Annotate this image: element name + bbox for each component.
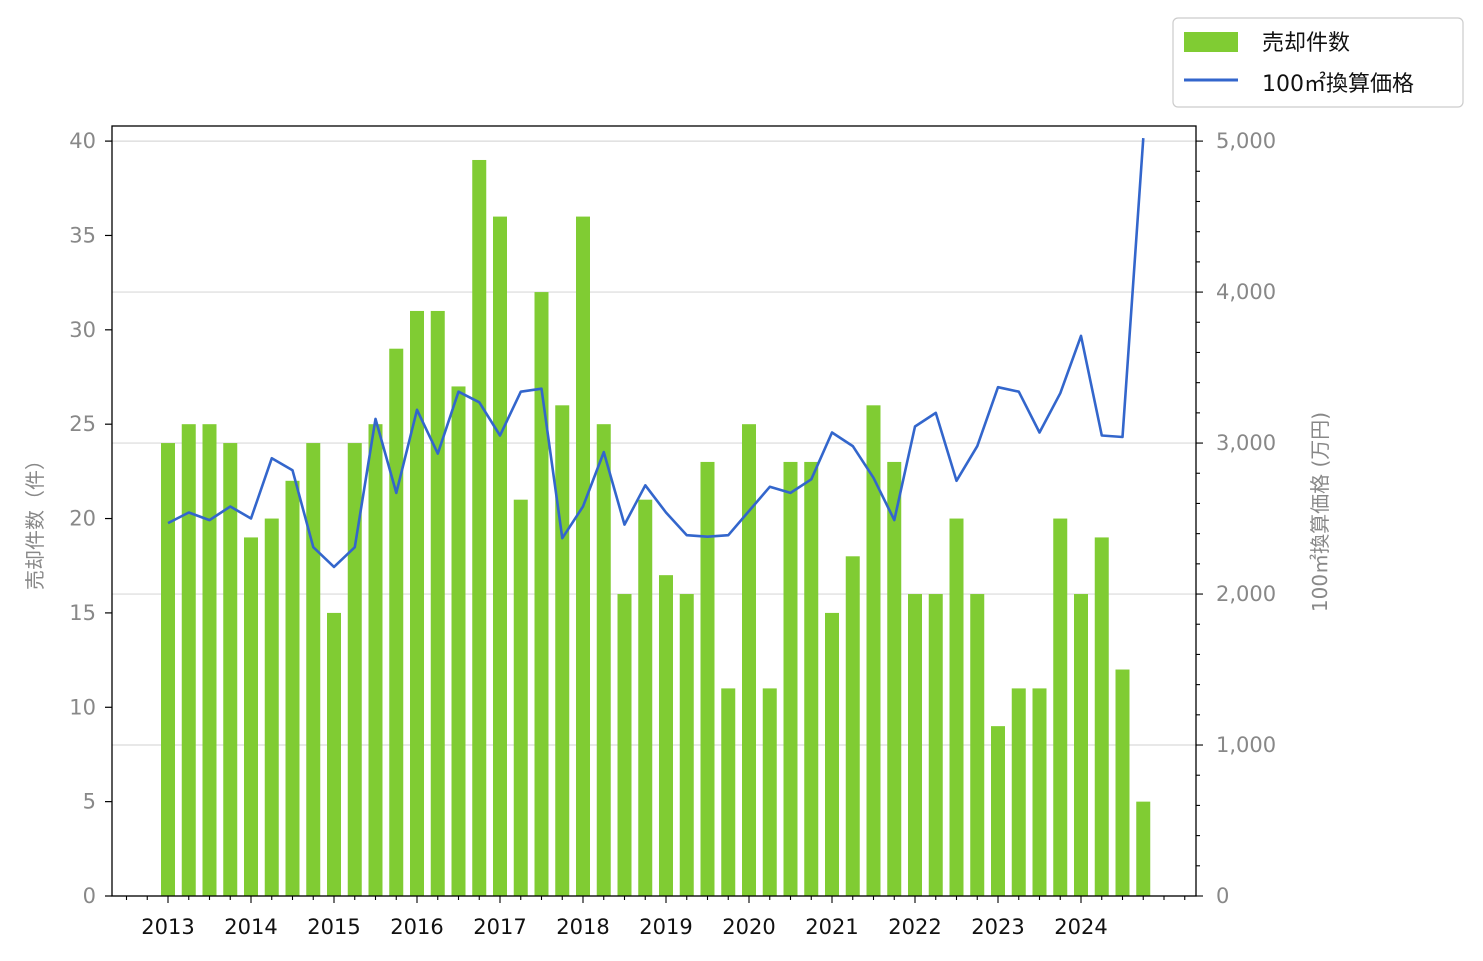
x-tick-label: 2019 <box>639 915 692 939</box>
bar <box>659 575 673 896</box>
bar <box>306 443 321 896</box>
bar <box>825 612 839 896</box>
bar <box>1011 688 1026 896</box>
bar <box>887 461 902 896</box>
bar <box>576 216 590 896</box>
bar <box>555 405 570 896</box>
bar <box>866 405 881 896</box>
legend-label-bar: 売却件数 <box>1262 31 1350 56</box>
bar <box>534 292 549 896</box>
bar <box>181 424 196 896</box>
x-tick-label: 2016 <box>390 915 443 939</box>
plot-frame <box>111 125 1197 897</box>
x-tick-label: 2013 <box>141 915 194 939</box>
x-tick-label: 2021 <box>805 915 858 939</box>
bar <box>845 556 860 896</box>
legend: 売却件数 100㎡換算価格 <box>1172 17 1464 108</box>
bar <box>970 594 985 896</box>
left-tick-label: 10 <box>69 695 96 719</box>
bar <box>721 688 736 896</box>
left-tick-label: 5 <box>83 790 96 814</box>
x-tick-label: 2023 <box>971 915 1024 939</box>
bar <box>991 726 1005 896</box>
bar <box>347 443 362 896</box>
bar <box>285 480 300 896</box>
bar <box>1115 669 1130 896</box>
bar <box>493 216 507 896</box>
right-tick-label: 1,000 <box>1216 733 1276 757</box>
right-tick-label: 3,000 <box>1216 431 1276 455</box>
legend-bar-swatch <box>1184 32 1238 52</box>
x-tick-label: 2015 <box>307 915 360 939</box>
bar <box>410 310 424 896</box>
left-tick-label: 30 <box>69 318 96 342</box>
bar <box>1074 594 1088 896</box>
bar <box>223 443 238 896</box>
left-tick-label: 20 <box>69 507 96 531</box>
left-tick-label: 25 <box>69 412 96 436</box>
legend-label-line: 100㎡換算価格 <box>1262 71 1414 97</box>
left-axis-title: 売却件数（件） <box>23 450 47 590</box>
x-tick-label: 2024 <box>1054 915 1107 939</box>
bar <box>1053 518 1068 896</box>
x-tick-label: 2018 <box>556 915 609 939</box>
bar <box>389 348 404 897</box>
left-tick-label: 0 <box>83 884 96 908</box>
x-tick-label: 2017 <box>473 915 526 939</box>
bar <box>368 424 383 896</box>
bar <box>783 461 798 896</box>
bar <box>1136 801 1151 896</box>
bar <box>762 688 777 896</box>
left-y-axis: 0 5 10 15 20 25 30 35 40 <box>69 129 112 908</box>
right-tick-label: 2,000 <box>1216 582 1276 606</box>
x-tick-label: 2020 <box>722 915 775 939</box>
bar <box>327 612 341 896</box>
bar <box>472 159 487 896</box>
bar <box>1094 537 1109 896</box>
bar <box>638 499 653 896</box>
price-line <box>167 138 1145 569</box>
bar <box>949 518 964 896</box>
bar <box>679 594 694 896</box>
bar-series-sales-count <box>161 159 1151 897</box>
bar <box>264 518 279 896</box>
right-tick-label: 0 <box>1216 884 1229 908</box>
bar <box>596 424 611 896</box>
bar <box>430 310 445 896</box>
bar <box>928 594 943 896</box>
bar <box>1032 688 1047 896</box>
left-tick-label: 15 <box>69 601 96 625</box>
bar <box>804 461 819 896</box>
right-tick-label: 4,000 <box>1216 280 1276 304</box>
bar <box>617 594 632 896</box>
line-series-price <box>167 138 1145 569</box>
legend-box <box>1172 17 1464 108</box>
bar <box>513 499 528 896</box>
left-tick-label: 35 <box>69 223 96 247</box>
left-tick-label: 40 <box>69 129 96 153</box>
right-axis-title: 100㎡換算価格 (万円) <box>1308 412 1332 612</box>
bar <box>742 424 756 896</box>
x-tick-label: 2022 <box>888 915 941 939</box>
right-tick-label: 5,000 <box>1216 129 1276 153</box>
bar <box>908 594 922 896</box>
bar <box>244 537 258 896</box>
bar <box>451 386 466 896</box>
x-tick-label: 2014 <box>224 915 277 939</box>
bar <box>161 443 175 896</box>
x-axis: 2013 2014 2015 2016 2017 2018 2019 2020 2021 2022… <box>125 896 1186 939</box>
bar <box>202 424 217 896</box>
bar <box>700 461 715 896</box>
right-y-axis: 0 1,000 2,000 3,000 4,000 5,000 <box>1196 129 1276 908</box>
